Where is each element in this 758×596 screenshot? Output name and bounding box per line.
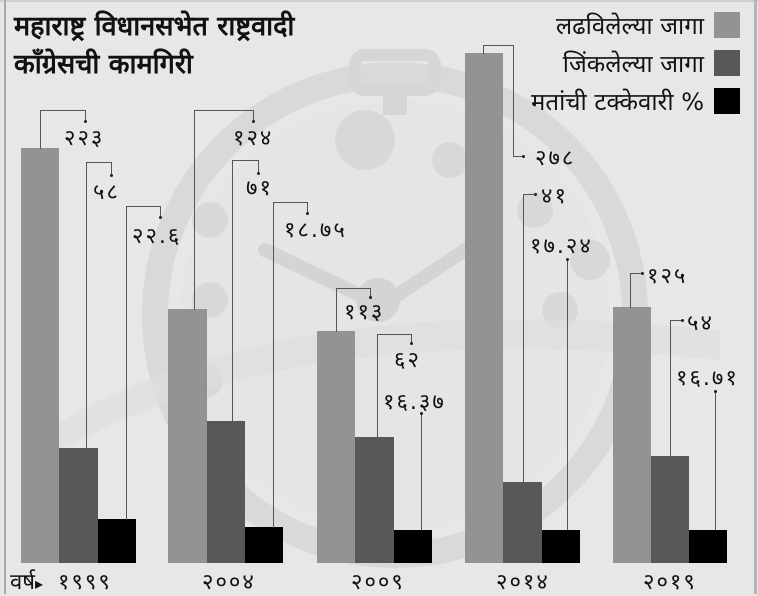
leader-line [253, 110, 254, 120]
top-border [0, 0, 758, 2]
value-label-2009-won: ६२ [394, 348, 421, 373]
leader-line [513, 45, 524, 157]
leader-dot [257, 172, 260, 175]
value-label-2004-won: ७१ [246, 176, 273, 201]
value-label-2009-contested: ११३ [344, 300, 385, 325]
bar-2004-vote-share [245, 527, 283, 563]
value-label-2004-vote-share: १८.७५ [284, 218, 347, 243]
leader-dot [159, 216, 162, 219]
legend-label: मतांची टक्केवारी % [531, 87, 704, 116]
leader-dot [369, 296, 372, 299]
leader-line [40, 110, 86, 149]
x-axis-title: वर्ष▸ [10, 566, 43, 596]
value-label-2014-vote-share: १७.२४ [530, 234, 593, 259]
leader-line [336, 288, 371, 332]
value-label-2004-contested: १२४ [233, 126, 274, 151]
bar-2014-contested [465, 53, 503, 563]
leader-line [85, 110, 86, 120]
leader-line [160, 206, 161, 216]
legend-label: जिंकलेल्या जागा [562, 49, 704, 78]
leader-line [258, 160, 259, 172]
leader-line [483, 45, 514, 54]
legend-swatch-won [714, 50, 740, 76]
leader-line [126, 206, 161, 520]
chart-title: महाराष्ट्र विधानसभेत राष्ट्रवादी काँग्रे… [14, 8, 294, 84]
x-tick-2014: २०१४ [496, 570, 550, 595]
leader-line [273, 202, 308, 528]
bar-2009-contested [317, 331, 355, 563]
leader-dot [641, 272, 644, 275]
legend-label: लढविलेल्या जागा [555, 11, 704, 40]
bar-2014-won [503, 482, 542, 563]
legend-swatch-contested [714, 12, 740, 38]
leader-line [86, 162, 112, 449]
bar-2019-won [651, 456, 689, 563]
leader-line [194, 110, 254, 310]
leader-dot [420, 412, 423, 415]
leader-line [111, 162, 112, 174]
value-label-2009-vote-share: १६.३७ [383, 390, 446, 415]
value-label-2019-contested: १२५ [647, 264, 688, 289]
x-tick-2019: २०१९ [643, 570, 697, 595]
value-label-1999-contested: २२३ [64, 126, 105, 151]
leader-dot [110, 174, 113, 177]
x-tick-2009: २००९ [351, 570, 405, 595]
value-label-2019-won: ५४ [687, 311, 714, 336]
bar-2009-vote-share [394, 530, 432, 563]
x-tick-1999: १९९९ [58, 570, 112, 595]
x-axis-title-text: वर्ष [10, 570, 35, 595]
left-border [4, 0, 6, 594]
chart-title-line1: महाराष्ट्र विधानसभेत राष्ट्रवादी [14, 11, 295, 42]
leader-dot [714, 390, 717, 393]
bar-1999-won [59, 448, 98, 563]
bar-2019-vote-share [689, 530, 727, 563]
legend-item-contested: लढविलेल्या जागा [531, 6, 740, 44]
leader-line [715, 392, 716, 530]
value-label-1999-vote-share: २२.६ [132, 224, 182, 249]
bar-1999-contested [21, 148, 59, 563]
value-label-2014-won: ४१ [541, 184, 568, 209]
leader-dot [410, 342, 413, 345]
bar-2004-contested [168, 309, 207, 563]
value-label-1999-won: ५८ [93, 180, 120, 205]
leader-line [370, 288, 371, 296]
bar-2019-contested [613, 307, 651, 563]
bar-2009-won [355, 437, 394, 563]
value-label-2019-vote-share: १६.७१ [676, 366, 739, 391]
leader-dot [84, 120, 87, 123]
leader-line [567, 260, 568, 530]
bar-1999-vote-share [98, 519, 136, 563]
leader-line [630, 273, 643, 308]
chart-title-line2: काँग्रेसची कामगिरी [14, 49, 193, 80]
x-tick-2004: २००४ [202, 570, 256, 595]
right-border [754, 0, 757, 594]
leader-dot [566, 258, 569, 261]
arrow-right-icon: ▸ [34, 574, 43, 593]
leader-line [377, 334, 412, 438]
leader-line [670, 320, 683, 457]
leader-line [307, 202, 308, 212]
leader-line [523, 194, 536, 483]
legend-item-vote-share: मतांची टक्केवारी % [531, 82, 740, 120]
leader-dot [522, 155, 525, 158]
leader-dot [306, 212, 309, 215]
legend-item-won: जिंकलेल्या जागा [531, 44, 740, 82]
legend: लढविलेल्या जागा जिंकलेल्या जागा मतांची ट… [531, 6, 740, 120]
leader-dot [681, 319, 684, 322]
legend-swatch-vote-share [714, 88, 740, 114]
leader-dot [252, 120, 255, 123]
leader-line [232, 160, 259, 422]
bar-2004-won [207, 421, 245, 563]
leader-line [411, 334, 412, 342]
value-label-2014-contested: २७८ [535, 146, 576, 171]
bar-2014-vote-share [542, 530, 580, 563]
leader-line [421, 414, 422, 530]
leader-dot [534, 193, 537, 196]
